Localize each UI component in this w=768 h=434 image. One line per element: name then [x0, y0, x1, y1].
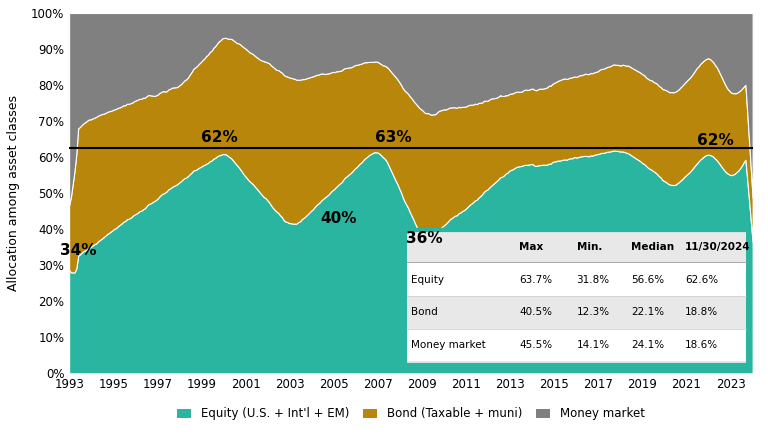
Text: 40%: 40%: [319, 211, 356, 226]
Text: 62%: 62%: [697, 133, 733, 148]
Text: 62%: 62%: [200, 130, 237, 145]
Text: 63%: 63%: [375, 130, 412, 145]
Text: 36%: 36%: [406, 230, 442, 246]
Y-axis label: Allocation among asset classes: Allocation among asset classes: [7, 95, 20, 291]
Legend: Equity (U.S. + Int'l + EM), Bond (Taxable + muni), Money market: Equity (U.S. + Int'l + EM), Bond (Taxabl…: [172, 402, 650, 425]
Text: 34%: 34%: [60, 243, 96, 258]
